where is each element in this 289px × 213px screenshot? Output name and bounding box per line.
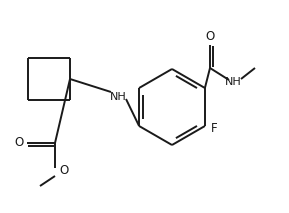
- Text: O: O: [205, 30, 215, 43]
- Text: O: O: [14, 137, 24, 150]
- Text: O: O: [59, 164, 68, 177]
- Text: NH: NH: [110, 92, 126, 102]
- Text: F: F: [211, 121, 217, 134]
- Text: NH: NH: [225, 77, 241, 87]
